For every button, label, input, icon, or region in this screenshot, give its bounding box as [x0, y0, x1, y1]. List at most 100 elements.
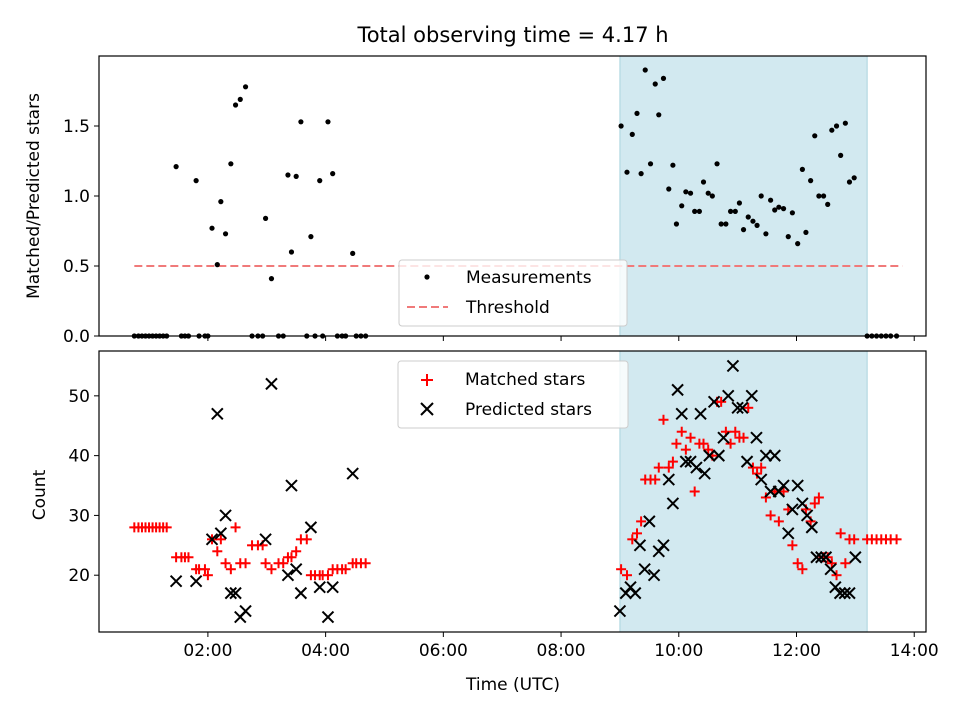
matched-point [322, 570, 333, 581]
predicted-point [346, 467, 359, 480]
measurement-point [232, 102, 239, 108]
predicted-point [643, 515, 656, 528]
measurement-point [799, 166, 805, 172]
x-tick-label: 12:00 [772, 641, 821, 661]
predicted-point [281, 568, 295, 582]
predicted-point [833, 586, 847, 600]
matched-point [291, 546, 302, 557]
predicted-point [726, 359, 740, 373]
matched-point [725, 438, 736, 449]
predicted-point [662, 473, 675, 486]
measurement-point [820, 193, 827, 199]
predicted-point [289, 563, 303, 576]
measurement-point [736, 200, 743, 206]
bottom-legend: Matched stars Predicted stars [397, 360, 629, 429]
measurement-point [350, 250, 356, 256]
matched-point [765, 510, 776, 521]
measurement-point [776, 204, 782, 210]
matched-point [689, 486, 700, 497]
predicted-point [824, 563, 837, 576]
matched-point [230, 522, 241, 533]
measurement-point [228, 161, 234, 167]
matched-point [627, 534, 638, 545]
measurement-point [642, 67, 648, 73]
matched-point [671, 438, 682, 449]
matched-point [631, 528, 642, 539]
measurement-point [268, 276, 275, 282]
measurement-point [629, 131, 635, 137]
predicted-point [768, 449, 781, 462]
matched-point [676, 426, 687, 437]
legend-predicted-marker [420, 402, 434, 416]
legend-threshold-label: Threshold [465, 298, 550, 318]
predicted-point [722, 389, 735, 403]
measurement-point [193, 178, 199, 184]
legend-measurements-marker [424, 274, 430, 280]
predicted-point [657, 539, 670, 552]
measurement-point [846, 179, 853, 185]
top-legend-box [398, 259, 628, 327]
y-tick-label: 40 [68, 447, 90, 467]
matched-point [792, 558, 803, 569]
matched-point [658, 414, 669, 425]
measurement-point [288, 249, 295, 255]
predicted-point [679, 455, 693, 468]
measurement-point [330, 171, 336, 177]
measurement-point [679, 203, 685, 209]
predicted-point [259, 533, 272, 546]
predicted-point [782, 527, 795, 540]
top-y-axis-label: Matched/Predicted stars [24, 93, 44, 299]
predicted-point [717, 431, 730, 444]
predicted-point [750, 431, 763, 444]
predicted-point [815, 551, 828, 564]
measurement-point [709, 193, 715, 199]
bottom-panel: 20 30 40 50 02:00 04:00 06:00 08:00 10:00 12:00 1… [30, 350, 939, 695]
measurement-point [808, 178, 814, 184]
matched-point [621, 570, 632, 581]
measurement-point [618, 123, 624, 129]
measurement-point [714, 161, 720, 167]
matched-point [813, 492, 824, 503]
measurement-point [700, 179, 707, 185]
matched-point [667, 456, 678, 467]
measurement-point [705, 190, 711, 196]
measurement-point [222, 231, 229, 237]
predicted-point [675, 407, 688, 420]
predicted-point [796, 497, 809, 510]
matched-point [698, 438, 709, 449]
y-tick-label: 30 [68, 506, 90, 526]
predicted-point [239, 604, 252, 618]
measurement-point [768, 197, 774, 203]
y-tick-label: 1.0 [63, 187, 90, 207]
measurement-point [829, 127, 835, 133]
measurement-point [647, 161, 654, 167]
measurement-point [692, 208, 698, 214]
measurement-point [673, 221, 680, 227]
bottom-legend-box [397, 360, 629, 429]
predicted-point [326, 580, 339, 594]
count-points [129, 359, 902, 624]
measurement-point [670, 162, 676, 168]
measurement-point [293, 173, 299, 179]
predicted-point [229, 586, 242, 600]
predicted-point [321, 610, 335, 624]
bottom-y-axis-label: Count [30, 469, 50, 520]
predicted-point [698, 467, 711, 480]
predicted-point [740, 455, 754, 468]
predicted-point [638, 563, 651, 576]
x-axis-label: Time (UTC) [465, 675, 560, 695]
predicted-point [690, 461, 703, 474]
x-tick-label: 02:00 [183, 641, 232, 661]
measurement-point [723, 221, 729, 227]
predicted-point [745, 389, 758, 403]
measurement-point [745, 214, 751, 220]
x-tick-label: 04:00 [301, 641, 350, 661]
measurement-point [218, 199, 224, 205]
predicted-point [219, 509, 232, 522]
measurement-point [634, 110, 640, 116]
measurement-point [825, 201, 831, 207]
predicted-point [791, 479, 804, 492]
matched-point [212, 546, 223, 557]
measurement-point [758, 193, 764, 199]
